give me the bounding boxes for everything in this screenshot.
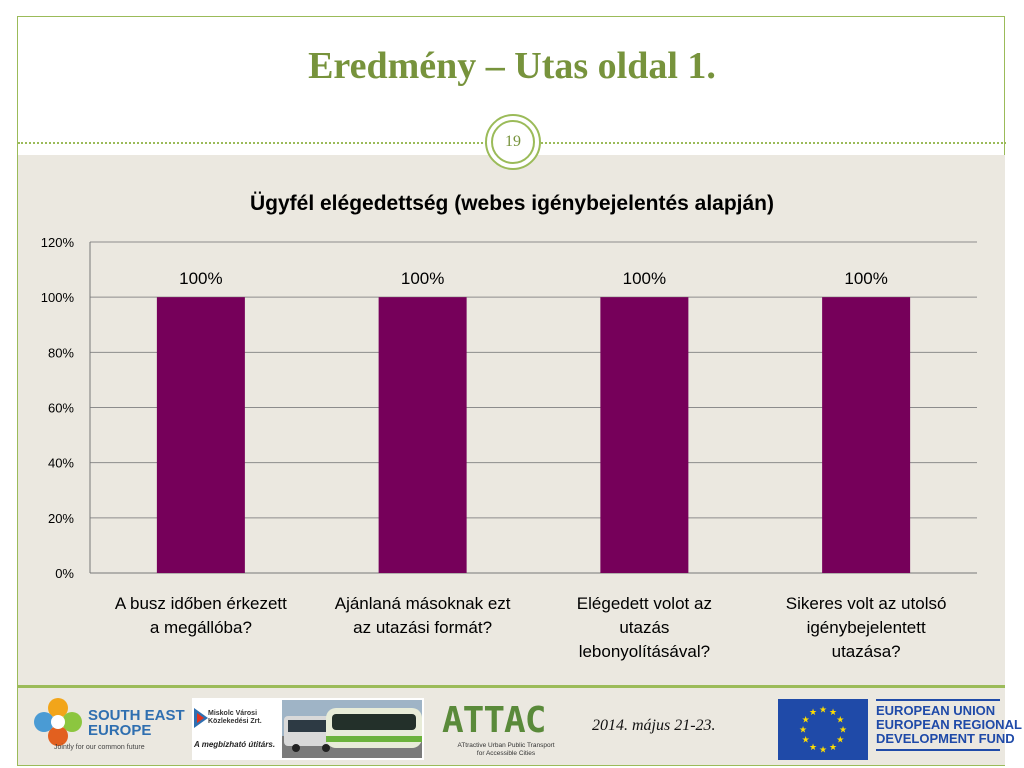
attac-sub-line-1: ATtractive Urban Public Transport	[457, 742, 555, 749]
y-tick-label: 80%	[48, 345, 74, 360]
eu-line-1: EUROPEAN UNION	[876, 703, 996, 718]
see-line-2: EUROPE	[88, 722, 152, 739]
eu-star-icon: ★	[802, 735, 810, 745]
bar	[600, 297, 689, 573]
mvk-logo: Miskolc Városi Közlekedési Zrt. A megbíz…	[192, 698, 424, 760]
attac-subtitle: ATtractive Urban Public Transport for Ac…	[442, 742, 570, 758]
y-tick-label: 60%	[48, 401, 74, 416]
bar-data-label: 100%	[844, 269, 887, 288]
mvk-name-line-1: Miskolc Városi	[208, 710, 258, 717]
page-number-badge: 19	[485, 114, 541, 170]
page-number: 19	[491, 120, 535, 164]
slide-title: Eredmény – Utas oldal 1.	[308, 45, 716, 87]
eu-star-icon: ★	[799, 725, 807, 735]
eu-star-icon: ★	[809, 707, 817, 717]
y-tick-label: 0%	[55, 566, 74, 581]
mvk-slogan: A megbízható útitárs.	[194, 740, 276, 749]
see-tagline: Jointly for our common future	[54, 744, 145, 751]
y-tick-label: 40%	[48, 456, 74, 471]
bar	[822, 297, 911, 573]
mvk-name-line-2: Közlekedési Zrt.	[208, 718, 262, 725]
eu-star-icon: ★	[836, 735, 844, 745]
eu-star-icon: ★	[829, 742, 837, 752]
bar-data-label: 100%	[179, 269, 222, 288]
south-east-europe-logo: SOUTH EAST EUROPE Jointly for our common…	[30, 694, 190, 760]
eu-star-icon: ★	[829, 707, 837, 717]
x-category-label: Ajánlaná másoknak ezt	[335, 594, 511, 613]
mvk-emblem-icon	[194, 708, 208, 728]
x-category-label: A busz időben érkezett	[115, 594, 287, 613]
x-category-label: a megállóba?	[150, 618, 252, 637]
see-flower-icon	[34, 698, 82, 746]
bus-tram-photo-icon	[282, 700, 422, 758]
eu-divider-top	[876, 699, 1000, 701]
bar	[156, 297, 245, 573]
eu-star-icon: ★	[839, 725, 847, 735]
eu-flag-icon: ★ ★★★★★★★★★★★	[778, 699, 868, 760]
event-date: 2014. május 21-23.	[592, 717, 716, 734]
eu-star-icon: ★	[819, 705, 827, 715]
eu-line-3: DEVELOPMENT FUND	[876, 731, 1015, 746]
chart-title: Ügyfél elégedettség (webes igénybejelent…	[249, 192, 774, 215]
x-category-label: Sikeres volt az utolsó	[786, 594, 947, 613]
y-tick-label: 100%	[41, 290, 75, 305]
bar-chart: 0% 20% 40% 60% 80% 100% 120% 100% A busz időben …	[41, 235, 977, 661]
x-category-label: utazás	[619, 618, 669, 637]
eu-fund-text: EUROPEAN UNION EUROPEAN REGIONAL DEVELOP…	[876, 704, 1022, 746]
eu-star-icon: ★	[819, 745, 827, 755]
attac-sub-line-2: for Accessible Cities	[476, 750, 536, 757]
x-category-label: lebonyolításával?	[579, 642, 710, 661]
x-category-label: Elégedett volot az	[577, 594, 712, 613]
bar	[378, 297, 467, 573]
bar-data-label: 100%	[401, 269, 444, 288]
see-logo-text: SOUTH EAST EUROPE	[88, 708, 185, 738]
see-line-1: SOUTH EAST	[88, 707, 185, 724]
y-tick-label: 120%	[41, 235, 75, 250]
x-category-label: utazása?	[832, 642, 901, 661]
attac-logo: ATTAC ATtractive Urban Public Transport …	[440, 700, 580, 760]
x-category-label: igénybejelentett	[807, 618, 926, 637]
eu-star-icon: ★	[809, 742, 817, 752]
eu-divider-bottom	[876, 749, 1000, 751]
eu-star-icon: ★	[802, 715, 810, 725]
x-category-label: az utazási formát?	[353, 618, 492, 637]
eu-star-icon: ★	[836, 715, 844, 725]
attac-wordmark: ATTAC	[442, 700, 546, 741]
bar-data-label: 100%	[623, 269, 666, 288]
eu-line-2: EUROPEAN REGIONAL	[876, 717, 1022, 732]
mvk-name: Miskolc Városi Közlekedési Zrt.	[208, 710, 262, 726]
y-tick-label: 20%	[48, 511, 74, 526]
